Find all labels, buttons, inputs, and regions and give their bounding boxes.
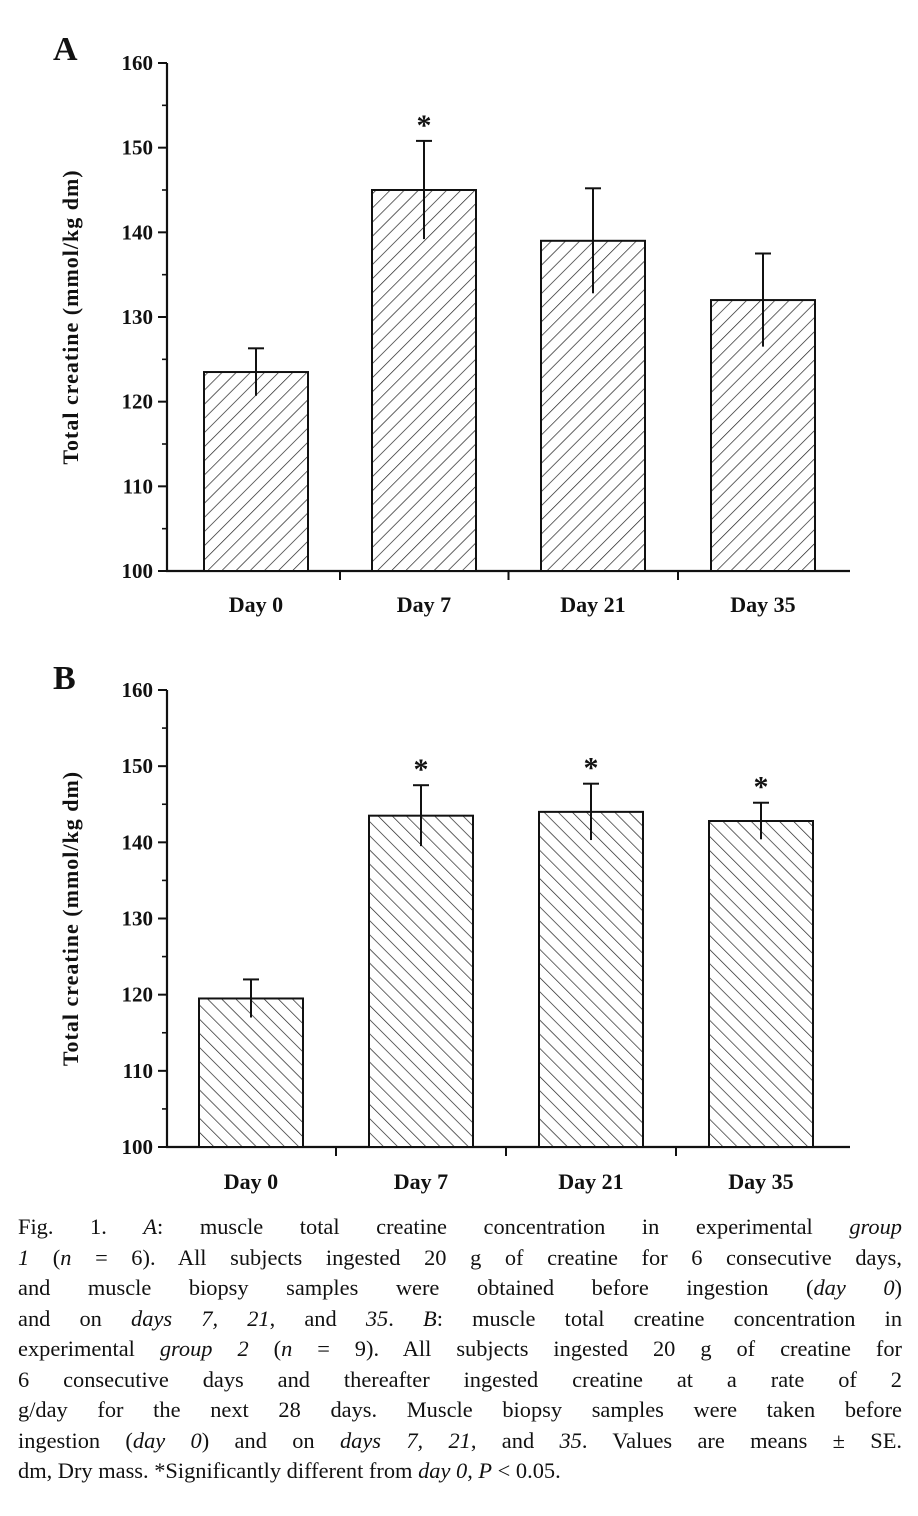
panel-b-significance-marker: *: [414, 753, 429, 786]
panel-b-bar: [708, 820, 814, 1148]
caption-line: and muscle biopsy samples were obtained …: [18, 1273, 902, 1304]
panel-b-y-tick-label: 150: [122, 754, 154, 778]
panel-b-bar: [538, 810, 644, 1148]
caption-text: . Values are means ± SE.: [581, 1427, 903, 1453]
caption-text: , and: [269, 1305, 366, 1331]
caption-text: ) and on: [201, 1427, 340, 1453]
caption-text: day 0: [813, 1275, 895, 1300]
caption-line: experimental group 2 (n = 9). All subjec…: [18, 1334, 902, 1365]
caption-text: ): [894, 1275, 902, 1300]
caption-text: < 0.05.: [492, 1458, 561, 1483]
caption-line: and on days 7, 21, and 35. B: muscle tot…: [18, 1304, 902, 1335]
panel-b-y-tick-label: 130: [122, 907, 154, 931]
panel-a-y-tick-label: 150: [122, 136, 154, 160]
panel-a-category-label: Day 0: [229, 592, 283, 617]
panel-a-significance-marker: *: [417, 109, 432, 142]
caption-text: A: [143, 1214, 158, 1239]
panel-b-category-label: Day 0: [224, 1169, 278, 1194]
figure-svg: A 100 110 120 130 140 150 160 Total creatine (mm…: [53, 31, 850, 1194]
caption-line: Fig. 1. A: muscle total creatine concent…: [18, 1212, 902, 1243]
caption-text: n: [60, 1244, 72, 1270]
caption-text: day 0: [132, 1427, 202, 1453]
panel-a-letter: A: [53, 31, 78, 68]
caption-text: P: [478, 1458, 493, 1483]
caption-text: experimental: [18, 1336, 160, 1361]
panel-a-category-label: Day 7: [397, 592, 451, 617]
caption-line: ingestion (day 0) and on days 7, 21, and…: [18, 1426, 902, 1457]
panel-a-chart: A 100 110 120 130 140 150 160 Total creatine (mm…: [53, 31, 850, 617]
panel-b-bar: [198, 997, 304, 1148]
panel-a-y-tick-label: 110: [123, 474, 153, 498]
caption-text: , and: [470, 1427, 560, 1453]
figure: A 100 110 120 130 140 150 160 Total creatine (mm…: [53, 31, 850, 1194]
panel-b-y-tick-label: 110: [123, 1059, 153, 1083]
panel-b-y-tick-label: 120: [122, 983, 154, 1007]
caption-text: 6 consecutive days and thereafter ingest…: [18, 1366, 902, 1392]
caption-text: : muscle total creatine concentration in: [436, 1305, 903, 1331]
panel-a-y-tick-label: 130: [122, 305, 154, 329]
caption-line: 6 consecutive days and thereafter ingest…: [18, 1365, 902, 1396]
panel-a-bar: [540, 239, 646, 573]
caption-text: : muscle total creatine concentration in…: [157, 1214, 850, 1239]
caption-line: g/day for the next 28 days. Muscle biops…: [18, 1395, 902, 1426]
caption-text: = 6). All subjects ingested 20 g of crea…: [71, 1244, 902, 1270]
panel-a-bar: [371, 189, 477, 572]
caption-text: ingestion (: [18, 1427, 133, 1453]
panel-a-category-label: Day 35: [730, 592, 795, 617]
caption-line: 1 (n = 6). All subjects ingested 20 g of…: [18, 1243, 902, 1274]
caption-line: dm, Dry mass. *Significantly different f…: [18, 1456, 902, 1487]
panel-b-letter: B: [53, 660, 76, 697]
caption-text: Fig. 1.: [18, 1214, 144, 1239]
panel-b-y-tick-label: 140: [122, 830, 154, 854]
panel-b-significance-marker: *: [754, 771, 769, 804]
caption-text: n: [281, 1336, 293, 1361]
caption-text: B: [423, 1305, 437, 1331]
panel-a-y-tick-label: 100: [122, 559, 154, 583]
caption-text: days 7, 21: [339, 1427, 471, 1453]
panel-b-significance-marker: *: [584, 752, 599, 785]
caption-text: .: [388, 1305, 423, 1331]
caption-text: day 0: [418, 1458, 468, 1483]
figure-caption: Fig. 1. A: muscle total creatine concent…: [18, 1212, 902, 1487]
caption-text: = 9). All subjects ingested 20 g of crea…: [292, 1336, 902, 1361]
caption-text: (: [248, 1336, 282, 1361]
panel-a-y-axis-title: Total creatine (mmol/kg dm): [58, 169, 83, 464]
panel-b-category-label: Day 35: [728, 1169, 793, 1194]
panel-b-chart: B 100 110 120 130 140 150 160 Total creatine (mm…: [53, 660, 850, 1194]
panel-a-y-tick-label: 120: [122, 390, 154, 414]
panel-b-y-tick-label: 160: [122, 678, 154, 702]
caption-text: 35: [559, 1427, 582, 1453]
panel-a-y-tick-label: 160: [122, 51, 154, 75]
panel-b-y-axis-title: Total creatine (mmol/kg dm): [58, 771, 83, 1066]
caption-text: group 2: [159, 1336, 249, 1361]
caption-text: and muscle biopsy samples were obtained …: [18, 1275, 814, 1300]
caption-text: and on: [18, 1305, 132, 1331]
caption-text: 1: [18, 1244, 30, 1270]
panel-b-category-label: Day 7: [394, 1169, 448, 1194]
panel-b-category-label: Day 21: [558, 1169, 623, 1194]
panel-b-bar: [368, 814, 474, 1148]
caption-text: group: [849, 1214, 902, 1239]
caption-text: days 7, 21: [131, 1305, 270, 1331]
panel-a-category-label: Day 21: [560, 592, 625, 617]
panel-a-y-tick-label: 140: [122, 220, 154, 244]
caption-text: (: [29, 1244, 61, 1270]
panel-a-bar: [203, 371, 309, 572]
panel-b-y-tick-label: 100: [122, 1135, 154, 1159]
caption-text: 35: [365, 1305, 389, 1331]
caption-text: g/day for the next 28 days. Muscle biops…: [18, 1397, 902, 1422]
caption-text: ,: [467, 1458, 479, 1483]
caption-text: dm, Dry mass. *Significantly different f…: [18, 1458, 419, 1483]
